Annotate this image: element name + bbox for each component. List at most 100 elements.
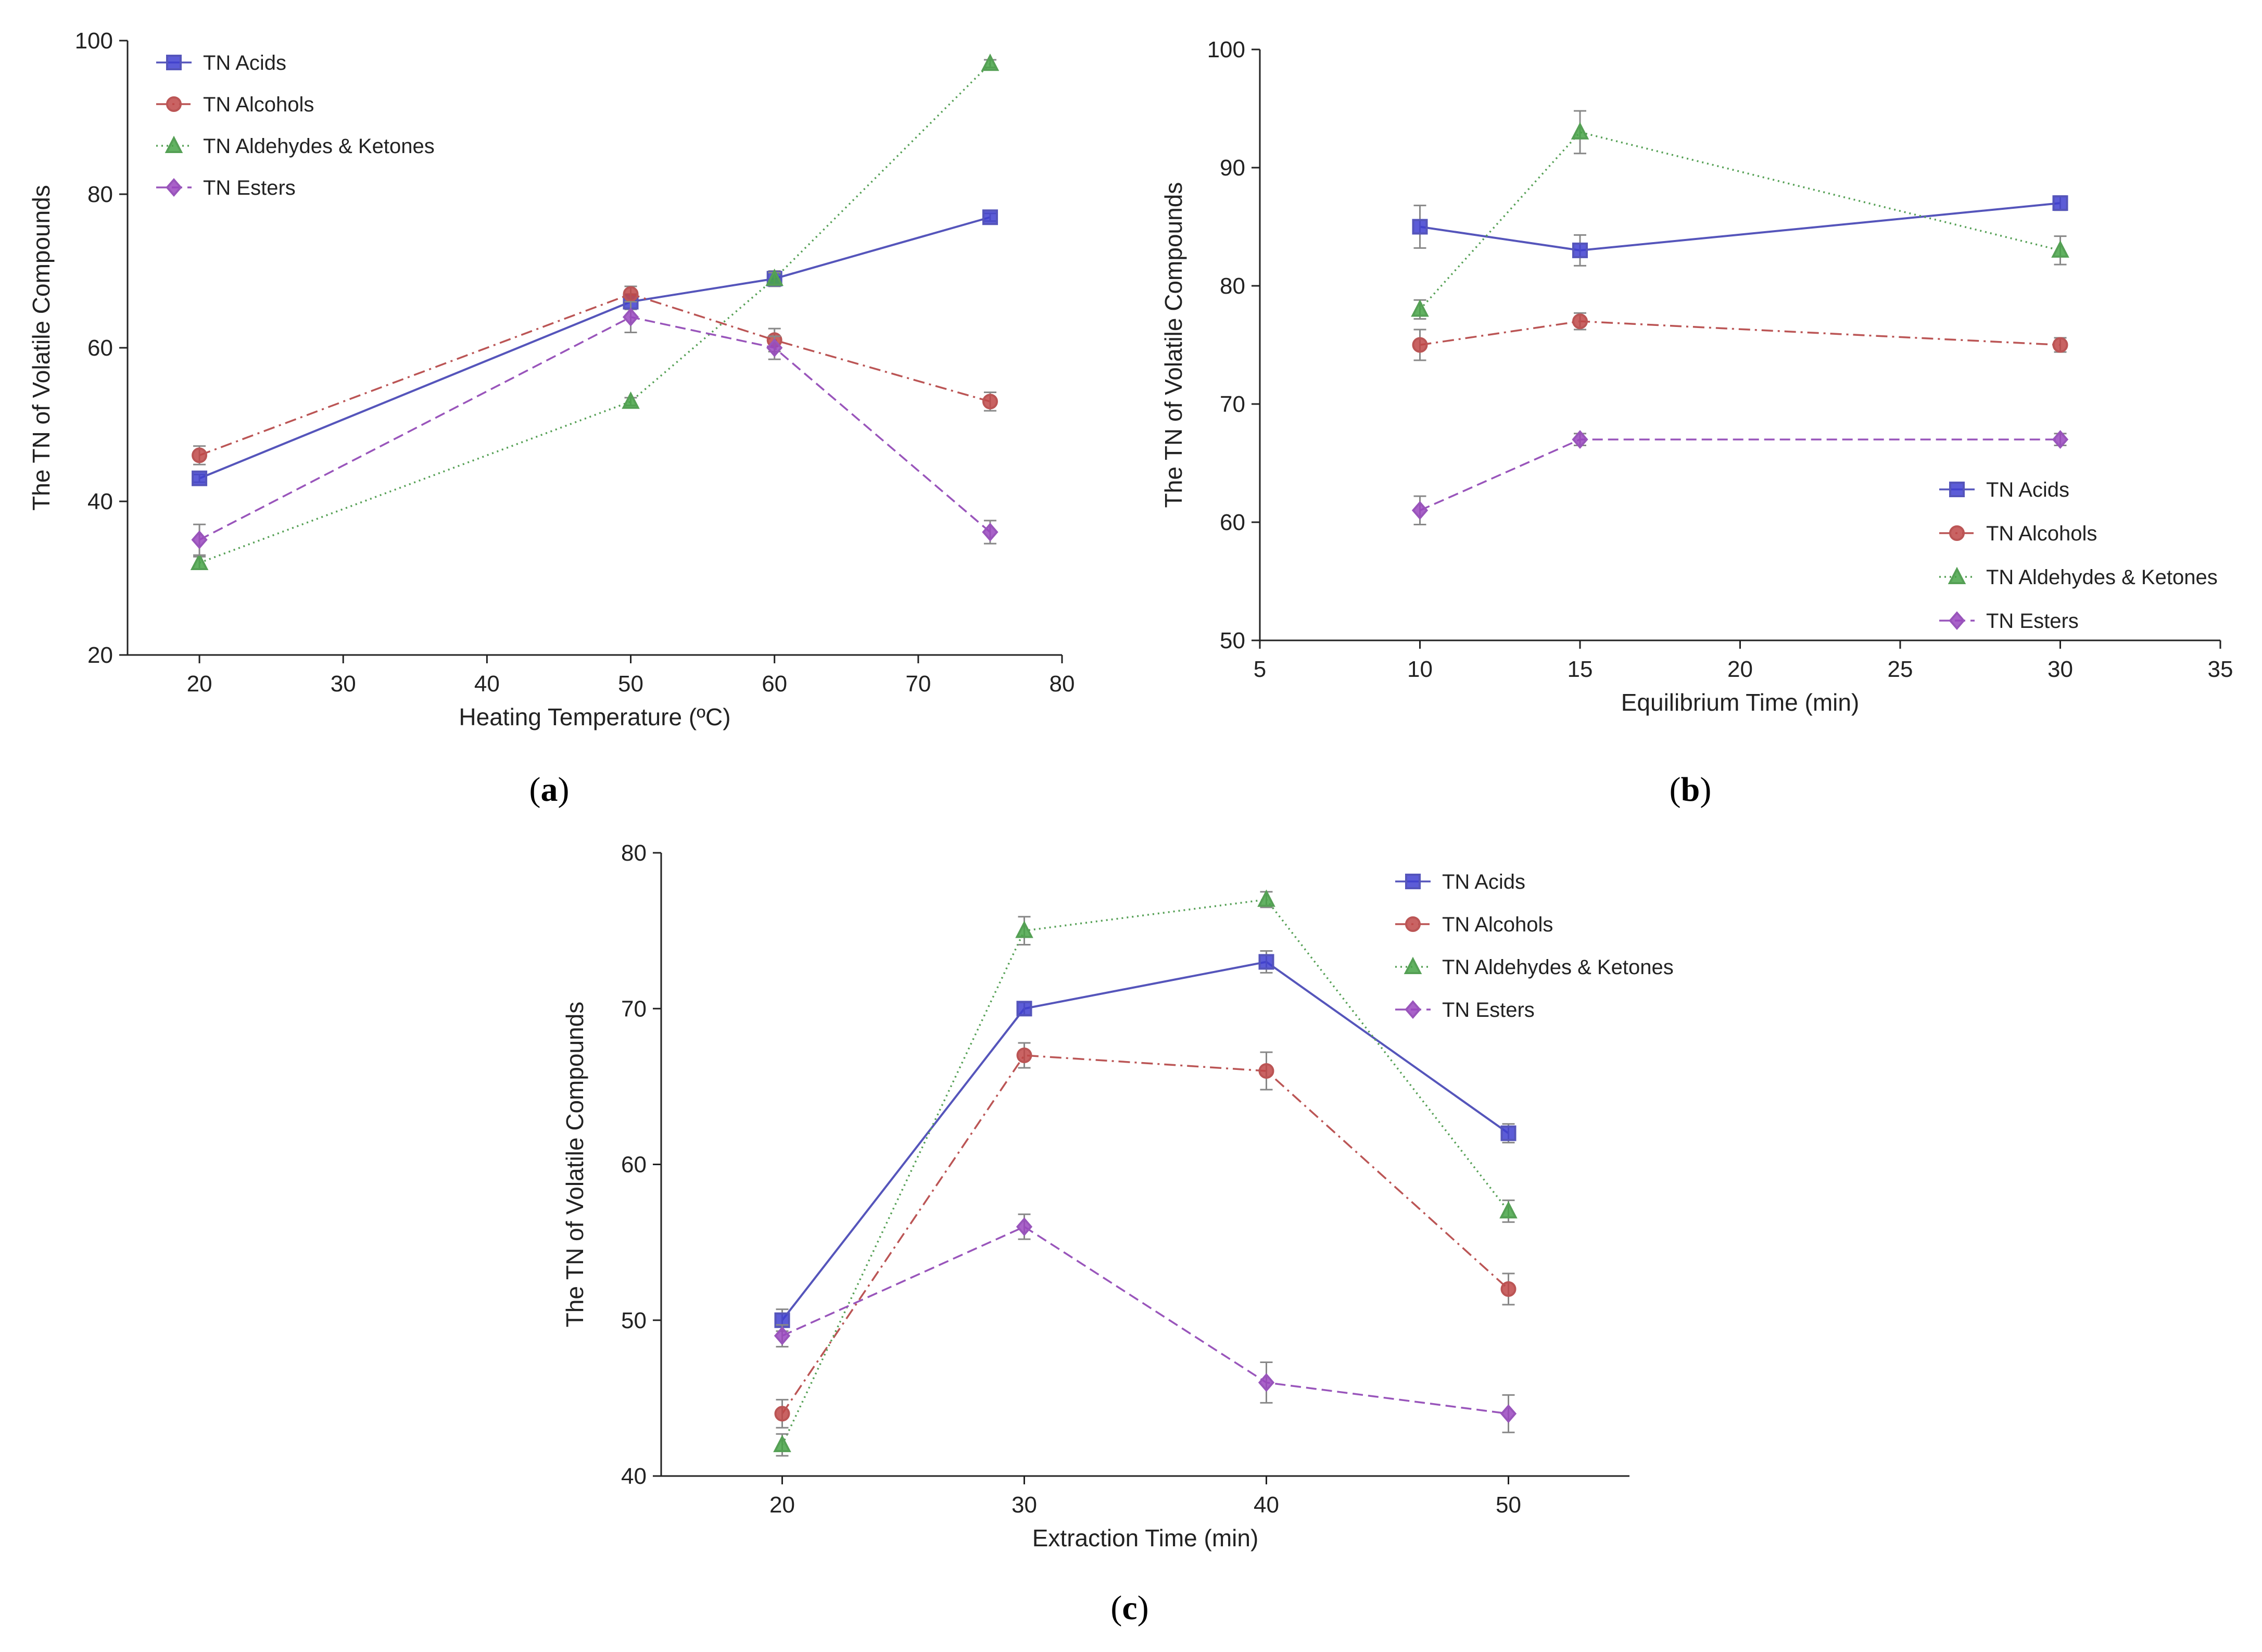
series-line [781, 961, 1509, 1321]
legend-label: TN Esters [1442, 999, 1535, 1022]
x-tick-label: 50 [618, 671, 643, 697]
legend-marker [1405, 874, 1421, 889]
series-line [781, 1054, 1509, 1415]
x-tick-label: 40 [474, 671, 500, 697]
legend-label: TN Esters [203, 176, 296, 199]
legend-marker [166, 55, 182, 70]
x-axis-label: Extraction Time (min) [1032, 1524, 1259, 1552]
series-tn-aldehydes-and-ketones [1411, 110, 2069, 320]
data-point [191, 530, 208, 549]
data-point [2052, 337, 2068, 353]
legend-marker [1949, 525, 1965, 541]
y-tick-label: 60 [87, 335, 113, 361]
y-tick-label: 80 [621, 840, 647, 866]
series-tn-aldehydes-and-ketones [190, 53, 1000, 570]
caption-open: ( [529, 771, 541, 809]
legend-label: TN Acids [1442, 871, 1525, 893]
series-line [1420, 320, 2061, 346]
y-axis-label: The TN of Volatile Compounds [561, 1002, 588, 1328]
caption-letter: a [541, 771, 558, 809]
data-point [623, 286, 639, 302]
y-axis-label: The TN of Volatile Compounds [28, 185, 55, 511]
x-axis-label: Heating Temperature (ºC) [459, 703, 730, 730]
series-line [199, 293, 991, 457]
data-point [192, 470, 208, 486]
data-point [1257, 889, 1275, 907]
series-tn-acids [192, 209, 998, 486]
data-point [1258, 954, 1274, 970]
series-line [1420, 202, 2061, 251]
caption-close: ) [1138, 1589, 1149, 1627]
series-tn-acids [1412, 195, 2068, 267]
data-point [2052, 195, 2068, 211]
data-point [1411, 299, 1429, 317]
x-tick-label: 10 [1407, 657, 1433, 682]
series-tn-esters [774, 1213, 1517, 1433]
data-point [1571, 122, 1589, 140]
x-tick-label: 20 [187, 671, 212, 697]
caption-open: ( [1670, 771, 1681, 809]
data-point [765, 268, 784, 286]
data-point [1500, 1281, 1517, 1297]
y-tick-label: 40 [621, 1464, 647, 1489]
y-tick-label: 70 [1220, 392, 1245, 417]
series-tn-alcohols [192, 285, 998, 465]
data-point [774, 1326, 791, 1345]
data-point [1500, 1125, 1517, 1141]
data-point [1015, 920, 1033, 938]
legend-marker [166, 178, 182, 197]
data-point [982, 394, 998, 410]
data-point [1412, 219, 1428, 235]
data-point [190, 552, 209, 570]
legend-label: TN Alcohols [1986, 522, 2097, 545]
legend-marker [1404, 956, 1422, 974]
legend-marker [1949, 482, 1965, 497]
y-tick-label: 40 [87, 489, 113, 514]
panel-c: 20 30 40 50 40 50 60 70 80 Extraction Time (min) T… [561, 840, 1674, 1627]
data-point [1412, 337, 1428, 353]
legend: TN Acids TN Alcohols TN Aldehydes & Ketone… [1939, 478, 2218, 633]
data-point [982, 522, 999, 542]
y-tick-label: 80 [87, 182, 113, 207]
caption-letter: b [1681, 771, 1700, 809]
x-tick-label: 60 [762, 671, 787, 697]
series-tn-alcohols [1412, 312, 2068, 361]
caption-letter: c [1122, 1589, 1137, 1627]
y-tick-label: 70 [621, 996, 647, 1022]
panel-b: 5 10 15 20 25 30 35 50 60 70 80 90 100 Equilibrium Ti… [1160, 37, 2233, 809]
series-line [781, 898, 1509, 1445]
x-tick-label: 25 [1888, 657, 1913, 682]
legend-label: TN Aldehydes & Ketones [203, 135, 435, 158]
data-point [981, 53, 1000, 71]
data-point [2052, 430, 2069, 449]
series-line [1419, 438, 2061, 511]
x-tick-label: 30 [331, 671, 356, 697]
series-tn-acids [774, 950, 1517, 1332]
data-point [1411, 501, 1429, 520]
panel-a: 20 30 40 50 60 70 80 20 40 60 80 100 Heating Tempera… [28, 28, 1075, 809]
data-point [1572, 430, 1588, 449]
y-tick-label: 50 [621, 1308, 647, 1333]
data-point [1016, 1048, 1032, 1064]
x-tick-label: 50 [1496, 1492, 1521, 1518]
data-point [1016, 1001, 1032, 1017]
legend-label: TN Esters [1986, 610, 2079, 633]
y-tick-label: 100 [75, 28, 113, 54]
x-tick-label: 70 [905, 671, 931, 697]
series-line [199, 63, 991, 564]
panel-caption: (a) [529, 771, 570, 809]
data-point [622, 391, 640, 409]
x-tick-label: 35 [2208, 657, 2233, 682]
x-tick-label: 5 [1254, 657, 1266, 682]
legend-marker [1405, 916, 1421, 932]
legend-label: TN Aldehydes & Ketones [1986, 566, 2218, 589]
series-line [1419, 131, 2061, 310]
legend-label: TN Acids [1986, 478, 2069, 501]
panel-caption: (b) [1670, 771, 1712, 809]
panel-caption: (c) [1110, 1589, 1148, 1627]
data-point [774, 1406, 790, 1422]
legend-label: TN Aldehydes & Ketones [1442, 956, 1674, 979]
series-tn-esters [191, 301, 999, 556]
data-point [622, 307, 639, 327]
